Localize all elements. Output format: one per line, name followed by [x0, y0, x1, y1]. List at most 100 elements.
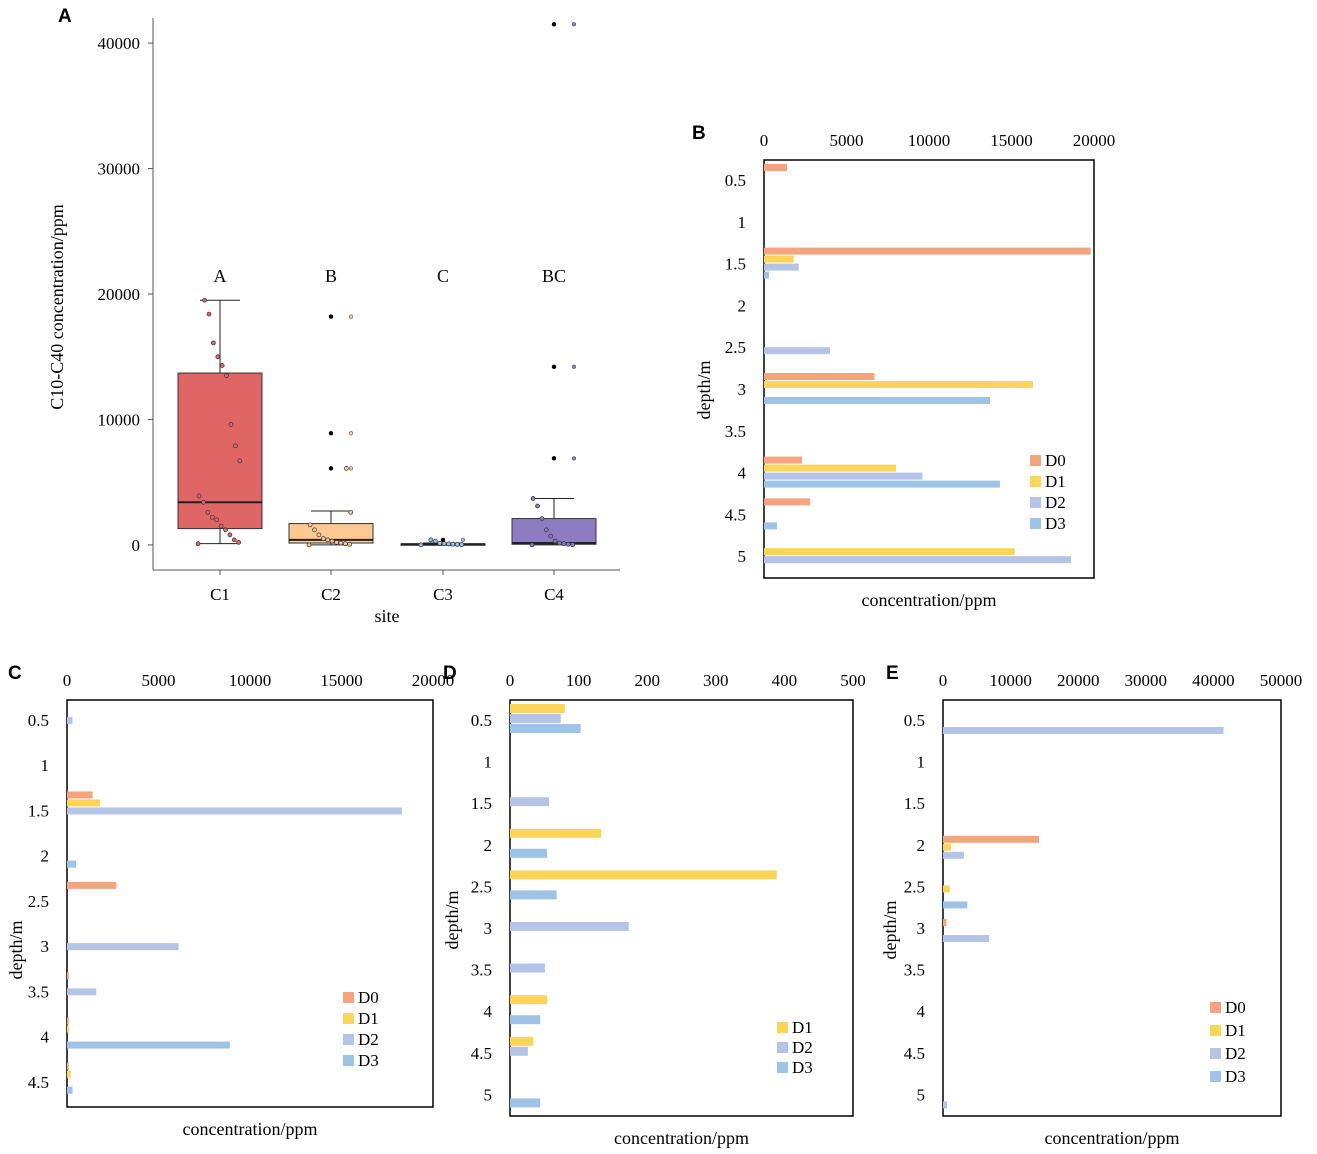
panel-b-depth-label: 1.5	[725, 255, 746, 274]
panel-a-point-C3	[454, 542, 460, 547]
panel-a-point-C1	[223, 527, 228, 533]
panel-c-legend-label-D0: D0	[358, 988, 379, 1007]
panel-a-point-C2	[316, 532, 322, 538]
panel-a-outlier-C2	[328, 431, 334, 436]
panel-d-bar-D1	[510, 1036, 534, 1046]
panel-a-point-C4	[535, 503, 540, 509]
panel-b-bar-D0	[764, 164, 788, 171]
panel-e-x-tick-label: 40000	[1192, 671, 1235, 690]
panel-a-y-axis-title: C10-C40 concentration/ppm	[47, 204, 67, 409]
panel-a-outlier-point-C3	[460, 537, 466, 542]
panel-d-bar-D3	[510, 890, 557, 900]
panel-a-point-C2	[344, 466, 349, 471]
panel-b-legend-swatch-D3	[1030, 518, 1041, 529]
panel-a-outlier-C3	[440, 537, 446, 543]
panel-e-x-axis-title: concentration/ppm	[1045, 1128, 1180, 1148]
panel-c-legend-label-D3: D3	[358, 1051, 379, 1070]
panel-a-point-C2	[334, 540, 339, 545]
panel-d-depth-label: 2.5	[471, 877, 492, 896]
panel-d-legend-label-D1: D1	[792, 1018, 813, 1037]
panel-a-point-C1	[211, 340, 216, 346]
panel-a-point-C2	[342, 541, 348, 547]
panel-a-sig-letter-C4: BC	[542, 266, 566, 286]
panel-b-bar-D2	[764, 556, 1071, 564]
panel-d-x-tick-label: 100	[566, 671, 592, 690]
panel-a-box-C1	[177, 372, 263, 530]
panel-c-depth-label: 0.5	[28, 711, 49, 730]
panel-b-bar-D3	[764, 271, 769, 279]
panel-b-x-tick-label: 0	[760, 131, 769, 150]
panel-a-point-C2	[312, 527, 317, 533]
panel-a-x-tick-label: C4	[544, 585, 564, 604]
panel-a-point-C2	[320, 536, 326, 541]
panel-b-depth-label: 5	[738, 547, 747, 566]
panel-c-bar-D2	[67, 807, 402, 815]
panel-c-legend-label-D2: D2	[358, 1030, 379, 1049]
panel-b-depth-label: 2	[738, 296, 747, 315]
panel-b-bar-D0	[764, 373, 875, 380]
panel-a-point-C3	[450, 541, 456, 547]
panel-c-x-tick-label: 0	[63, 671, 72, 690]
panel-a-outlier-point-C2	[348, 431, 354, 436]
panel-b-bar-D0	[764, 498, 811, 506]
panel-c-depth-label: 1	[41, 756, 50, 775]
panel-e-x-tick-label: 30000	[1125, 671, 1168, 690]
panel-d-letter: D	[443, 663, 457, 684]
panel-e-legend-swatch-D3	[1210, 1071, 1221, 1082]
panel-c-bar-D3	[67, 1041, 230, 1049]
panel-d-legend-swatch-D3	[777, 1062, 788, 1073]
panel-b-legend-swatch-D1	[1030, 476, 1041, 487]
panel-c-x-tick-label: 20000	[412, 671, 455, 690]
panel-b-x-tick-label: 10000	[908, 131, 951, 150]
panel-d-depth-label: 4	[484, 1002, 493, 1021]
panel-b-legend-swatch-D2	[1030, 497, 1041, 508]
panel-e-legend-swatch-D2	[1210, 1048, 1221, 1059]
panel-e-legend-label-D3: D3	[1225, 1067, 1246, 1086]
panel-a-outlier-C4	[551, 456, 557, 461]
panel-c-bar-D0	[67, 1062, 69, 1070]
panel-d-bar-D1	[510, 995, 548, 1005]
panel-c-depth-label: 2.5	[28, 892, 49, 911]
panel-b-x-tick-label: 5000	[830, 131, 864, 150]
panel-b-x-axis-title: concentration/ppm	[862, 590, 997, 610]
panel-b-bar-D1	[764, 548, 1015, 556]
panel-a-outlier-C2	[328, 466, 334, 471]
panel-c-legend-swatch-D2	[343, 1034, 354, 1045]
panel-a-x-axis-title: site	[375, 606, 400, 626]
panel-a-point-C4	[543, 527, 549, 533]
panel-d-bar-D2	[510, 714, 561, 723]
panel-c-bar-D0	[67, 972, 69, 980]
panel-c-x-tick-label: 5000	[142, 671, 176, 690]
panel-a-y-tick-label: 10000	[98, 410, 141, 429]
panel-c-bar-D1	[67, 799, 100, 807]
panel-b-bar-D3	[764, 522, 778, 530]
panel-a-point-C4	[565, 541, 571, 547]
panel-c-legend-swatch-D3	[343, 1055, 354, 1066]
panel-c-depth-label: 3	[41, 937, 50, 956]
panel-c-bar-D1	[67, 1025, 69, 1033]
panel-a-outlier-point-C2	[348, 314, 354, 319]
panel-d-depth-label: 3	[484, 919, 493, 938]
panel-d-x-tick-label: 500	[840, 671, 866, 690]
panel-d-y-axis-title: depth/m	[442, 891, 462, 950]
panel-a-point-C1	[224, 373, 229, 378]
panel-c-x-tick-label: 10000	[229, 671, 272, 690]
panel-a-point-C4	[530, 496, 536, 501]
panel-a-point-C1	[236, 540, 242, 545]
panel-b-legend-label-D2: D2	[1045, 493, 1066, 512]
panel-e-bar-D0	[943, 919, 947, 926]
panel-a-point-C1	[228, 422, 234, 427]
panel-a-point-C2	[347, 541, 353, 547]
panel-a-outlier-point-C4	[571, 364, 577, 369]
panel-b-bar-D3	[764, 397, 991, 404]
panel-d-depth-label: 1	[484, 753, 493, 772]
panel-a-point-C1	[227, 532, 233, 538]
panel-a-point-C2	[307, 522, 313, 528]
panel-a-point-C2	[325, 537, 331, 543]
panel-a-outlier-point-C4	[571, 456, 577, 461]
panel-b-depth-label: 0.5	[725, 171, 746, 190]
panel-d-bar-D3	[510, 1015, 541, 1025]
panel-e-bar-D3	[943, 901, 968, 909]
panel-a-point-C3	[446, 541, 451, 547]
